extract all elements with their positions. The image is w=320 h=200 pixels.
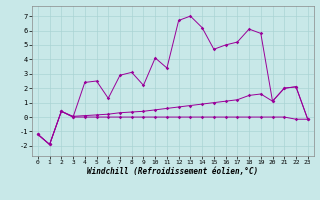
X-axis label: Windchill (Refroidissement éolien,°C): Windchill (Refroidissement éolien,°C): [87, 167, 258, 176]
